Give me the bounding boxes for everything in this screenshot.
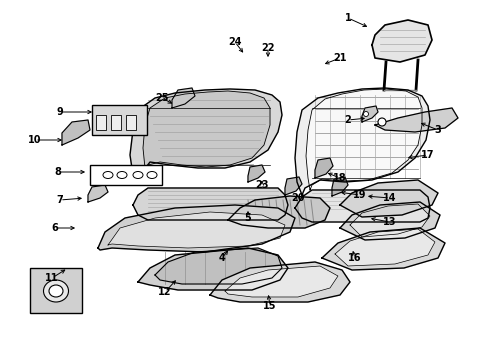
Polygon shape: [138, 248, 287, 290]
Polygon shape: [133, 188, 287, 220]
Text: 1: 1: [344, 13, 351, 23]
Ellipse shape: [117, 171, 127, 179]
Polygon shape: [294, 190, 429, 222]
Text: 17: 17: [420, 150, 434, 160]
Text: 23: 23: [255, 180, 268, 190]
Text: 5: 5: [244, 213, 251, 223]
Polygon shape: [227, 196, 329, 228]
Polygon shape: [62, 120, 90, 145]
Ellipse shape: [49, 285, 63, 297]
Text: 7: 7: [57, 195, 63, 205]
Text: 22: 22: [261, 43, 274, 53]
Text: 9: 9: [57, 107, 63, 117]
Text: 14: 14: [383, 193, 396, 203]
Text: 15: 15: [263, 301, 276, 311]
Polygon shape: [314, 158, 332, 178]
Polygon shape: [224, 266, 337, 297]
Polygon shape: [172, 88, 195, 108]
Polygon shape: [321, 228, 444, 270]
Polygon shape: [339, 180, 437, 217]
Ellipse shape: [377, 118, 385, 126]
Bar: [92, 105, 147, 135]
Ellipse shape: [43, 280, 68, 302]
Polygon shape: [142, 91, 269, 180]
Bar: [96, 115, 106, 130]
Polygon shape: [331, 177, 347, 196]
Bar: [126, 115, 136, 130]
Text: 10: 10: [28, 135, 41, 145]
Ellipse shape: [147, 171, 157, 179]
Text: 12: 12: [158, 287, 171, 297]
Polygon shape: [305, 89, 421, 190]
Text: 25: 25: [155, 93, 168, 103]
Text: 20: 20: [291, 193, 304, 203]
Text: 16: 16: [347, 253, 361, 263]
Text: 2: 2: [344, 115, 351, 125]
Polygon shape: [285, 177, 302, 195]
Bar: [111, 115, 121, 130]
Ellipse shape: [363, 112, 368, 117]
Polygon shape: [98, 205, 294, 252]
Text: 8: 8: [55, 167, 61, 177]
Bar: [30, 268, 82, 313]
Polygon shape: [155, 248, 282, 284]
Polygon shape: [334, 229, 434, 266]
Text: 13: 13: [383, 217, 396, 227]
Polygon shape: [209, 262, 349, 302]
Polygon shape: [371, 20, 431, 62]
Ellipse shape: [103, 171, 113, 179]
Polygon shape: [349, 204, 429, 237]
Text: 6: 6: [52, 223, 58, 233]
Bar: [90, 165, 162, 185]
Polygon shape: [374, 108, 457, 132]
Text: 19: 19: [352, 190, 366, 200]
Text: 3: 3: [434, 125, 441, 135]
Text: 11: 11: [45, 273, 59, 283]
Text: 4: 4: [218, 253, 225, 263]
Text: 21: 21: [332, 53, 346, 63]
Text: 18: 18: [332, 173, 346, 183]
Text: 24: 24: [228, 37, 241, 47]
Polygon shape: [108, 212, 285, 248]
Polygon shape: [247, 165, 264, 182]
Polygon shape: [339, 202, 439, 240]
Polygon shape: [88, 185, 108, 202]
Ellipse shape: [133, 171, 142, 179]
Polygon shape: [294, 88, 429, 195]
Polygon shape: [361, 106, 377, 122]
Polygon shape: [130, 89, 282, 185]
